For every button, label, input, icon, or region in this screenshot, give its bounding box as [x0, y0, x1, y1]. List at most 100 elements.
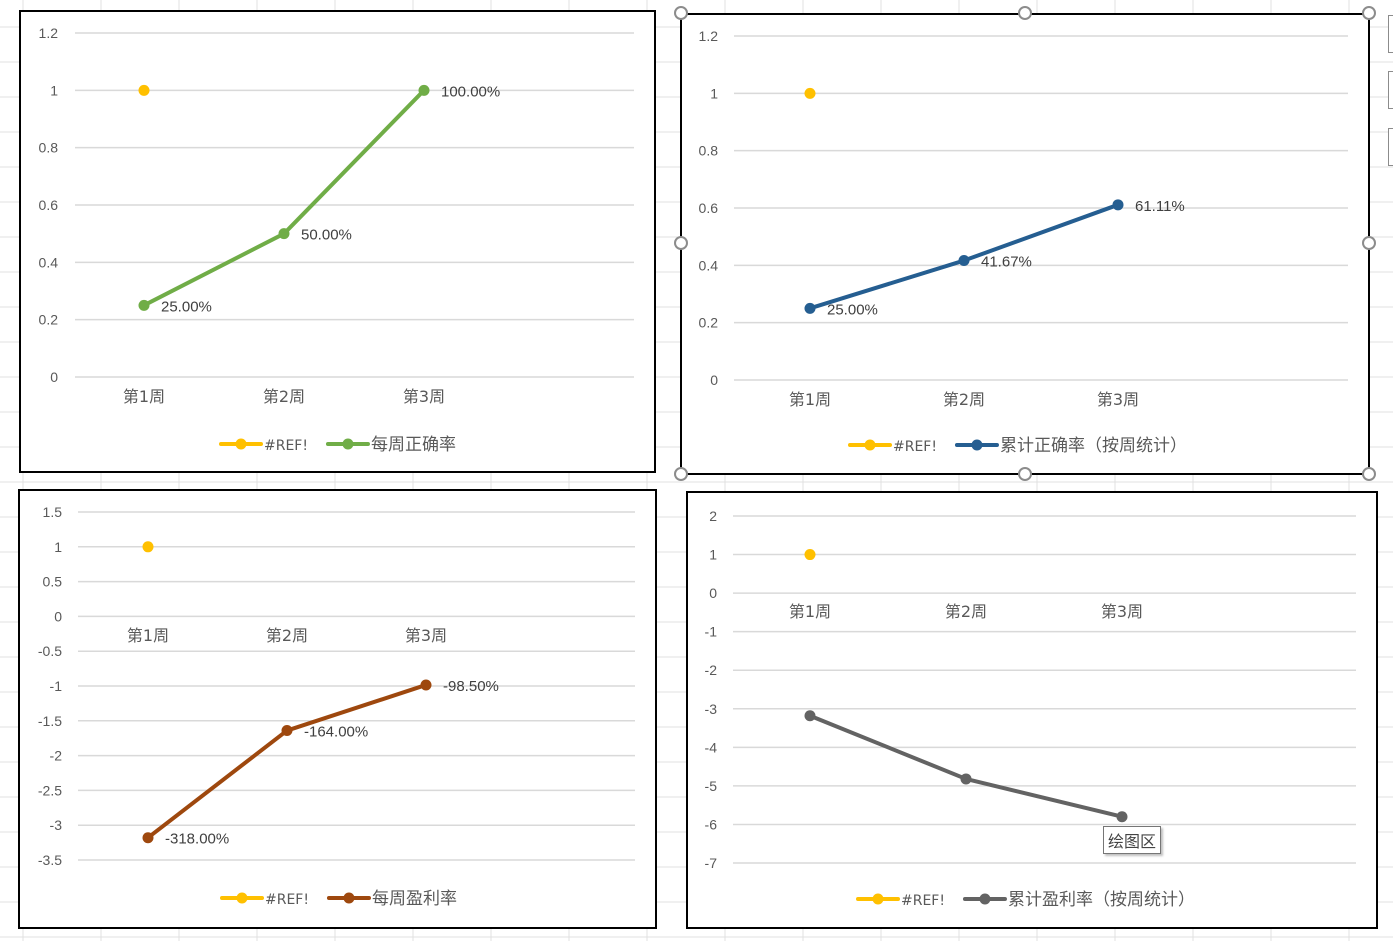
chart-cumulative-accuracy[interactable]: 1.2 1 0.8 0.6 0.4 0.2 0 第1周 第2周 第3周 25.00% 41.67% 61… [680, 13, 1370, 475]
chart-filters-button[interactable] [1388, 128, 1393, 166]
y-axis-tick-label: 0.8 [699, 143, 719, 159]
plot-area-tooltip: 绘图区 [1103, 826, 1162, 854]
chart-plot-area[interactable]: 1.2 1 0.8 0.6 0.4 0.2 0 第1周 第2周 第3周 25.00% 50.00% 10… [21, 12, 658, 475]
data-label: -164.00% [304, 724, 368, 741]
resize-handle-bottom-left[interactable] [674, 467, 688, 481]
y-axis-tick-label: 0 [50, 369, 58, 385]
data-point-marker[interactable] [142, 832, 154, 844]
x-axis-category-label: 第3周 [405, 626, 447, 645]
legend-marker-icon [343, 892, 355, 904]
y-axis-tick-label: -7 [705, 855, 718, 871]
resize-handle-top-right[interactable] [1362, 6, 1376, 20]
y-axis-tick-label: 1 [710, 85, 718, 101]
y-axis-tick-label: -2.5 [38, 782, 62, 798]
data-point-marker[interactable] [804, 710, 816, 722]
data-point-marker[interactable] [804, 87, 816, 99]
legend-entry-label[interactable]: 累计正确率（按周统计） [1000, 436, 1187, 456]
chart-styles-button[interactable] [1388, 71, 1393, 109]
y-axis-tick-label: 1.5 [43, 504, 63, 520]
data-label: 41.67% [981, 254, 1032, 271]
data-point-marker[interactable] [1112, 199, 1124, 211]
chart-plot-area[interactable]: 2 1 0 -1 -2 -3 -4 -5 -6 -7 第1周 第2周 第3周 #REF! 累计盈利率（按周统… [688, 493, 1380, 931]
legend-marker-icon [864, 439, 876, 451]
legend-entry-label[interactable]: #REF! [893, 439, 937, 455]
y-axis-tick-label: 1.2 [699, 28, 719, 44]
chart-elements-button[interactable] [1388, 15, 1393, 53]
chart-cumulative-profit[interactable]: 2 1 0 -1 -2 -3 -4 -5 -6 -7 第1周 第2周 第3周 #REF! 累计盈利率（按周统… [686, 491, 1378, 929]
legend-marker-icon [979, 893, 991, 905]
data-point-marker[interactable] [278, 228, 290, 240]
y-axis-tick-label: 1.2 [39, 25, 59, 41]
chart-plot-area[interactable]: 1.5 1 0.5 0 -0.5 -1 -1.5 -2 -2.5 -3 -3.5 第1周 第2周 第3周 -… [20, 491, 659, 931]
x-axis-category-label: 第1周 [789, 390, 831, 409]
x-axis-category-label: 第2周 [943, 390, 985, 409]
legend-entry-label[interactable]: #REF! [901, 893, 945, 909]
data-label: 61.11% [1135, 198, 1185, 215]
legend-entry-label[interactable]: #REF! [264, 438, 308, 454]
data-label: 50.00% [301, 227, 352, 244]
chart-plot-area[interactable]: 1.2 1 0.8 0.6 0.4 0.2 0 第1周 第2周 第3周 25.00% 41.67% 61… [682, 15, 1372, 477]
x-axis-category-label: 第2周 [945, 602, 987, 621]
x-axis-category-label: 第1周 [127, 626, 169, 645]
y-axis-tick-label: -0.5 [38, 643, 62, 659]
y-axis-tick-label: 0.8 [39, 140, 59, 156]
series-line[interactable] [809, 713, 1123, 819]
data-point-marker[interactable] [138, 299, 150, 311]
data-label: -98.50% [443, 678, 499, 695]
data-point-marker[interactable] [804, 549, 816, 561]
y-axis-tick-label: -6 [705, 816, 718, 832]
y-axis-tick-label: 0.4 [699, 257, 719, 273]
y-axis-tick-label: -4 [705, 739, 718, 755]
legend-marker-icon [235, 438, 247, 450]
y-axis-tick-label: 0.5 [43, 574, 63, 590]
data-point-marker[interactable] [138, 84, 150, 96]
data-label: -318.00% [165, 831, 229, 848]
data-point-marker[interactable] [1116, 811, 1128, 823]
y-axis-tick-label: -3 [705, 701, 718, 717]
chart-weekly-accuracy[interactable]: 1.2 1 0.8 0.6 0.4 0.2 0 第1周 第2周 第3周 25.00% 50.00% 10… [19, 10, 656, 473]
y-axis-tick-label: 0.6 [699, 200, 719, 216]
x-axis-category-label: 第3周 [1101, 602, 1143, 621]
y-axis-tick-label: 1 [709, 547, 717, 563]
y-axis-tick-label: -3 [50, 817, 63, 833]
data-point-marker[interactable] [960, 773, 972, 785]
legend-marker-icon [872, 893, 884, 905]
x-axis-category-label: 第3周 [1097, 390, 1139, 409]
y-axis-tick-label: 2 [709, 508, 717, 524]
resize-handle-bottom[interactable] [1018, 467, 1032, 481]
x-axis-category-label: 第1周 [789, 602, 831, 621]
legend-entry-label[interactable]: 每周正确率 [371, 435, 456, 455]
data-point-marker[interactable] [142, 541, 154, 553]
resize-handle-bottom-right[interactable] [1362, 467, 1376, 481]
y-axis-tick-label: -1.5 [38, 713, 62, 729]
legend-entry-label[interactable]: #REF! [265, 892, 309, 908]
series-line[interactable] [146, 683, 427, 840]
x-axis-category-label: 第2周 [266, 626, 308, 645]
y-axis-tick-label: -3.5 [38, 852, 62, 868]
data-point-marker[interactable] [420, 679, 432, 691]
resize-handle-top[interactable] [1018, 6, 1032, 20]
data-point-marker[interactable] [804, 302, 816, 314]
data-point-marker[interactable] [418, 84, 430, 96]
y-axis-tick-label: 0.4 [39, 254, 59, 270]
y-axis-tick-label: 0.2 [39, 312, 59, 328]
data-point-marker[interactable] [281, 725, 293, 737]
resize-handle-top-left[interactable] [674, 6, 688, 20]
resize-handle-left[interactable] [674, 236, 688, 250]
x-axis-category-label: 第1周 [123, 387, 165, 406]
y-axis-tick-label: -2 [50, 748, 63, 764]
legend-entry-label[interactable]: 累计盈利率（按周统计） [1008, 890, 1195, 910]
y-axis-tick-label: 1 [50, 82, 58, 98]
y-axis-tick-label: -5 [705, 778, 718, 794]
data-label: 25.00% [161, 298, 212, 315]
data-point-marker[interactable] [958, 255, 970, 267]
y-axis-tick-label: -1 [705, 624, 718, 640]
series-line[interactable] [143, 88, 426, 308]
data-label: 100.00% [441, 83, 500, 100]
legend-marker-icon [971, 439, 983, 451]
legend-entry-label[interactable]: 每周盈利率 [372, 889, 457, 909]
resize-handle-right[interactable] [1362, 236, 1376, 250]
legend-marker-icon [236, 892, 248, 904]
data-label: 25.00% [827, 301, 878, 318]
chart-weekly-profit[interactable]: 1.5 1 0.5 0 -0.5 -1 -1.5 -2 -2.5 -3 -3.5 第1周 第2周 第3周 -… [18, 489, 657, 929]
